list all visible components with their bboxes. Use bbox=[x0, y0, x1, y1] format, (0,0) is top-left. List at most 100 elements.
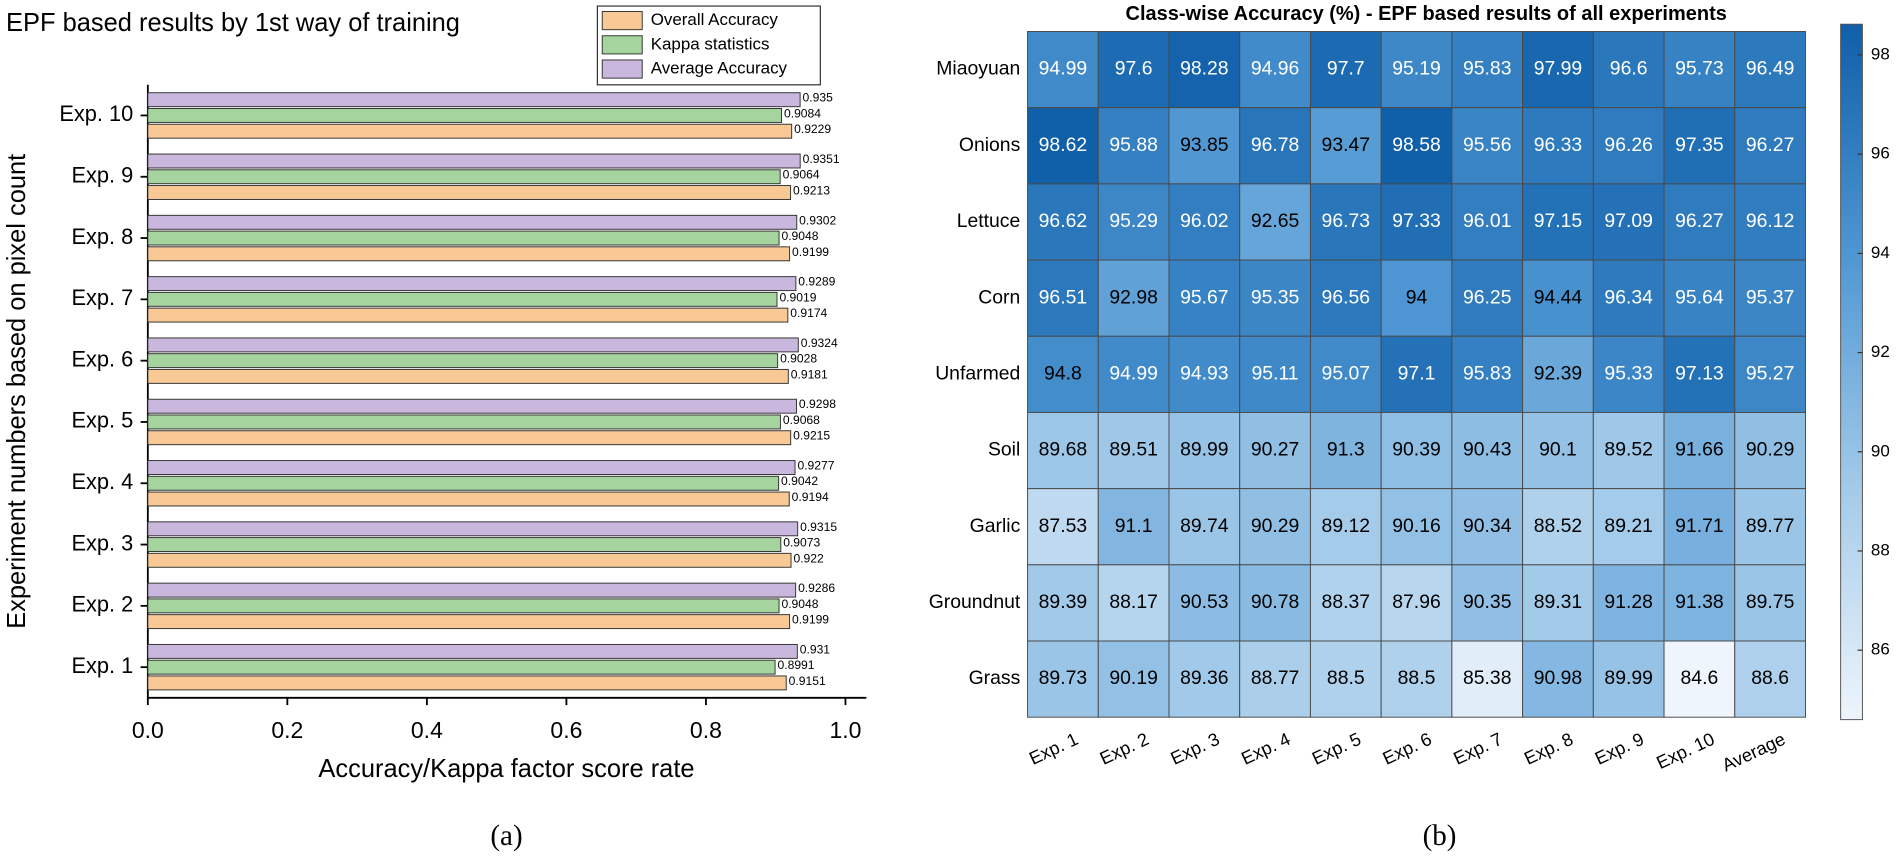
cell-label: 95.29 bbox=[1109, 210, 1158, 232]
cell-label: 96.25 bbox=[1463, 286, 1512, 308]
cell-label: 85.38 bbox=[1463, 667, 1512, 689]
cell-label: 95.67 bbox=[1180, 286, 1229, 308]
bar bbox=[147, 92, 801, 108]
cell-label: 94.8 bbox=[1044, 362, 1082, 384]
value-label: 0.8991 bbox=[777, 658, 814, 672]
heatmap-cell bbox=[1097, 335, 1170, 413]
colorbar-tick-label: 98 bbox=[1871, 44, 1890, 63]
heatmap-cell bbox=[1380, 107, 1453, 185]
heatmap-cell bbox=[1592, 259, 1665, 337]
value-label: 0.9064 bbox=[783, 168, 820, 182]
heatmap-cell bbox=[1309, 640, 1382, 718]
cell-label: 95.11 bbox=[1252, 362, 1299, 384]
bar bbox=[147, 460, 796, 475]
bar bbox=[147, 291, 778, 307]
heatmap-cell bbox=[1522, 183, 1594, 261]
heatmap-cell bbox=[1663, 107, 1736, 185]
row-label: Soil bbox=[988, 439, 1020, 461]
bar bbox=[147, 675, 787, 691]
cell-label: 92.65 bbox=[1251, 210, 1300, 232]
row-label: Lettuce bbox=[957, 210, 1021, 232]
cell-label: 90.29 bbox=[1251, 515, 1300, 537]
cell-label: 95.27 bbox=[1746, 362, 1795, 384]
heatmap-cell bbox=[1097, 107, 1170, 185]
cell-label: 91.71 bbox=[1675, 515, 1724, 537]
heatmap-cell bbox=[1380, 31, 1453, 109]
heatmap-cell bbox=[1168, 183, 1241, 261]
cell-label: 90.1 bbox=[1539, 439, 1577, 461]
cell-label: 97.1 bbox=[1398, 362, 1436, 384]
heatmap-cell bbox=[1027, 640, 1099, 718]
heatmap-cell bbox=[1309, 488, 1382, 566]
cell-label: 94.44 bbox=[1534, 286, 1583, 308]
value-label: 0.9315 bbox=[800, 520, 837, 534]
column-label: Exp. 3 bbox=[1167, 729, 1222, 769]
value-label: 0.935 bbox=[803, 91, 834, 105]
heatmap-cell bbox=[1097, 488, 1170, 566]
heatmap-cell bbox=[1522, 259, 1594, 337]
y-tick-label: Exp. 10 bbox=[59, 101, 133, 126]
cell-label: 93.47 bbox=[1322, 134, 1371, 156]
heatmap-cell bbox=[1380, 259, 1453, 337]
value-label: 0.9277 bbox=[797, 459, 834, 473]
row-label: Unfarmed bbox=[935, 362, 1020, 384]
heatmap-cell bbox=[1168, 31, 1241, 109]
colorbar-tick-label: 90 bbox=[1871, 441, 1890, 460]
heatmap-cell bbox=[1097, 640, 1170, 718]
cell-label: 94.96 bbox=[1251, 58, 1300, 80]
cell-label: 96.27 bbox=[1675, 210, 1724, 232]
heatmap-cell bbox=[1663, 259, 1736, 337]
x-tick-label: 0.4 bbox=[411, 717, 443, 743]
cell-label: 95.19 bbox=[1392, 58, 1441, 80]
cell-label: 90.16 bbox=[1392, 515, 1441, 537]
value-label: 0.9351 bbox=[803, 152, 840, 166]
cell-label: 91.1 bbox=[1115, 515, 1153, 537]
cell-label: 95.64 bbox=[1675, 286, 1724, 308]
value-label: 0.9073 bbox=[783, 536, 820, 550]
row-label: Corn bbox=[978, 286, 1020, 308]
chart-title: Class-wise Accuracy (%) - EPF based resu… bbox=[1126, 3, 1727, 25]
cell-label: 95.35 bbox=[1251, 286, 1300, 308]
cell-label: 89.39 bbox=[1039, 591, 1088, 613]
cell-label: 96.12 bbox=[1746, 210, 1795, 232]
cell-label: 91.28 bbox=[1604, 591, 1653, 613]
heatmap-cell bbox=[1522, 564, 1594, 642]
value-label: 0.9048 bbox=[781, 229, 818, 243]
heatmap-cell bbox=[1309, 564, 1382, 642]
cell-label: 90.35 bbox=[1463, 591, 1512, 613]
y-tick-label: Exp. 8 bbox=[71, 224, 133, 249]
cell-label: 90.43 bbox=[1463, 439, 1512, 461]
heatmap-cell bbox=[1592, 31, 1665, 109]
value-label: 0.931 bbox=[800, 642, 831, 656]
bar bbox=[147, 430, 792, 446]
cell-label: 98.62 bbox=[1039, 134, 1088, 156]
heatmap-cell bbox=[1239, 411, 1311, 490]
heatmap-cell bbox=[1168, 488, 1241, 566]
bar bbox=[147, 353, 779, 369]
bar bbox=[147, 185, 792, 200]
x-tick-label: 0.8 bbox=[690, 717, 722, 743]
y-tick-label: Exp. 3 bbox=[71, 530, 133, 555]
value-label: 0.9199 bbox=[792, 613, 829, 627]
heatmap-cell bbox=[1027, 564, 1099, 642]
cell-label: 90.53 bbox=[1180, 591, 1229, 613]
colorbar-tick-label: 92 bbox=[1871, 342, 1890, 361]
cell-label: 94.99 bbox=[1109, 362, 1158, 384]
bar bbox=[147, 521, 799, 537]
cell-label: 95.56 bbox=[1463, 134, 1512, 156]
bar bbox=[147, 491, 790, 507]
legend-label: Average Accuracy bbox=[651, 59, 788, 78]
column-label: Exp. 8 bbox=[1521, 729, 1576, 769]
bar bbox=[147, 214, 798, 230]
cell-label: 97.15 bbox=[1534, 210, 1583, 232]
cell-label: 87.53 bbox=[1039, 515, 1088, 537]
heatmap-cell bbox=[1451, 31, 1524, 109]
cell-label: 95.83 bbox=[1463, 58, 1512, 80]
x-tick-label: 1.0 bbox=[829, 717, 861, 743]
cell-label: 91.66 bbox=[1675, 439, 1724, 461]
heatmap-cell bbox=[1734, 335, 1806, 413]
legend-swatch bbox=[601, 11, 643, 31]
bar bbox=[147, 614, 791, 630]
heatmap-cell bbox=[1451, 335, 1524, 413]
bar bbox=[147, 398, 797, 414]
